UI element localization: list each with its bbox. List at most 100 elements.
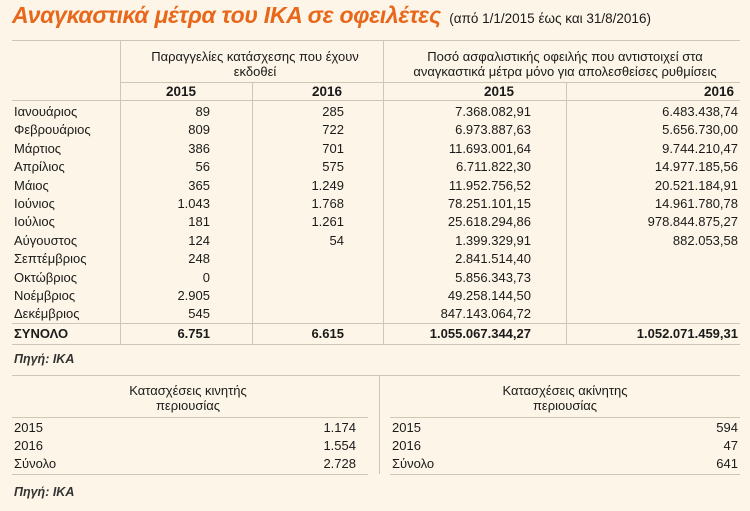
- table2-left-bottom-rule: [12, 474, 368, 475]
- cell-o2015: 0: [202, 269, 210, 285]
- table2-divider: [379, 375, 380, 474]
- table1-col-divider-3: [383, 40, 384, 344]
- table1-col-divider-1: [120, 40, 121, 344]
- cell-a2015: 6.711.822,30: [456, 159, 531, 175]
- cell-a2016: 14.977.185,56: [654, 159, 738, 175]
- cell-a2015: 1.055.067.344,27: [429, 326, 531, 341]
- row-value: 1.554: [323, 438, 356, 453]
- cell-a2015: 847.143.064,72: [440, 306, 531, 322]
- cell-a2016: 882.053,58: [672, 232, 738, 248]
- table2-source: Πηγή: ΙΚΑ: [14, 485, 75, 499]
- cell-o2015: 56: [195, 159, 210, 175]
- row-value: 594: [716, 420, 738, 435]
- table2-right-header-rule: [390, 417, 740, 418]
- cell-a2016: 978.844.875,27: [647, 214, 738, 230]
- row-label: 2016: [14, 438, 43, 453]
- table1-source: Πηγή: ΙΚΑ: [14, 352, 75, 366]
- title-main: Αναγκαστικά μέτρα του ΙΚΑ σε οφειλέτες: [12, 2, 441, 28]
- cell-a2016: 9.744.210,47: [662, 140, 738, 156]
- cell-o2016: [252, 269, 344, 286]
- row-label: Οκτώβριος: [14, 269, 77, 285]
- cell-a2016: 1.052.071.459,31: [636, 326, 738, 341]
- cell-o2016: 285: [322, 104, 344, 119]
- cell-o2016: 575: [322, 159, 344, 175]
- cell-o2016: 1.261: [311, 214, 344, 230]
- cell-a2016: 5.656.730,00: [662, 122, 738, 138]
- cell-o2016: [252, 287, 344, 304]
- row-label: 2016: [392, 438, 421, 453]
- row-label: 2015: [392, 420, 421, 435]
- cell-o2015: 89: [195, 104, 210, 119]
- row-label: ΣΥΝΟΛΟ: [14, 326, 69, 341]
- table1-bottom-rule: [12, 344, 740, 345]
- year-amount-2015: 2015: [484, 84, 515, 99]
- row-label: Απρίλιος: [14, 159, 65, 175]
- cell-o2016: 6.615: [311, 326, 344, 341]
- table1-col-divider-2: [252, 82, 253, 344]
- cell-o2015: 809: [188, 122, 210, 138]
- cell-a2016: [566, 250, 738, 267]
- cell-o2015: 545: [188, 306, 210, 322]
- cell-o2016: [252, 250, 344, 267]
- row-label: Σύνολο: [14, 456, 57, 471]
- cell-a2016: [566, 287, 738, 304]
- table1-top-rule: [12, 40, 740, 41]
- row-label: Ιούνιος: [14, 196, 55, 211]
- header-movable-seizures: Κατασχέσεις κινητής περιουσίας: [129, 383, 247, 413]
- cell-a2016: 20.521.184,91: [654, 177, 738, 193]
- cell-o2015: 1.043: [177, 196, 210, 211]
- cell-a2015: 11.952.756,52: [448, 177, 531, 193]
- cell-o2015: 181: [188, 214, 210, 230]
- header-immovable-seizures: Κατασχέσεις ακίνητης περιουσίας: [502, 383, 628, 413]
- row-label: Σύνολο: [392, 456, 435, 471]
- row-label: Δεκέμβριος: [14, 306, 80, 322]
- row-value: 641: [716, 456, 738, 471]
- cell-o2015: 248: [188, 251, 210, 267]
- cell-o2015: 386: [188, 140, 210, 156]
- row-value: 1.174: [323, 420, 356, 435]
- cell-o2016: [252, 305, 344, 322]
- row-label: Ιούλιος: [14, 214, 55, 230]
- row-label: Μάιος: [14, 177, 49, 193]
- cell-o2016: 1.768: [311, 196, 344, 211]
- cell-a2016: 14.961.780,78: [654, 196, 738, 211]
- cell-a2015: 2.841.514,40: [455, 251, 531, 267]
- cell-a2015: 1.399.329,91: [455, 232, 531, 248]
- row-label: 2015: [14, 420, 43, 435]
- cell-a2016: [566, 305, 738, 322]
- row-label: Μάρτιος: [14, 140, 62, 156]
- row-value: 47: [723, 438, 738, 453]
- row-label: Νοέμβριος: [14, 288, 76, 303]
- cell-o2016: 1.249: [311, 177, 344, 193]
- table1-header-rule: [120, 82, 740, 83]
- cell-o2015: 6.751: [177, 326, 210, 341]
- cell-a2015: 6.973.887,63: [455, 122, 531, 138]
- year-orders-2015: 2015: [166, 84, 197, 99]
- table2-left-header-rule: [12, 417, 368, 418]
- row-label: Ιανουάριος: [14, 104, 78, 119]
- header-orders: Παραγγελίες κατάσχεσης που έχουν εκδοθεί: [151, 49, 359, 79]
- cell-a2015: 49.258.144,50: [447, 288, 531, 303]
- cell-o2016: 54: [329, 232, 344, 248]
- year-orders-2016: 2016: [312, 84, 343, 99]
- cell-o2015: 124: [188, 232, 210, 248]
- cell-o2015: 2.905: [177, 288, 210, 303]
- row-label: Αύγουστος: [14, 232, 78, 248]
- row-value: 2.728: [323, 456, 356, 471]
- page-title: Αναγκαστικά μέτρα του ΙΚΑ σε οφειλέτες (…: [12, 2, 742, 32]
- title-subtitle: (από 1/1/2015 έως και 31/8/2016): [449, 11, 651, 26]
- year-amount-2016: 2016: [704, 84, 735, 99]
- table2-top-rule: [12, 375, 740, 376]
- table2-right-bottom-rule: [390, 474, 740, 475]
- cell-o2016: 701: [322, 140, 344, 156]
- table1-years-rule: [12, 100, 740, 101]
- header-amount: Ποσό ασφαλιστικής οφειλής που αντιστοιχε…: [413, 49, 717, 79]
- cell-a2015: 78.251.101,15: [447, 196, 531, 211]
- cell-a2015: 25.618.294,86: [447, 214, 531, 230]
- cell-a2016: [566, 269, 738, 286]
- cell-o2016: 722: [322, 122, 344, 138]
- table1-col-divider-4: [566, 82, 567, 344]
- cell-o2015: 365: [188, 177, 210, 193]
- row-label: Σεπτέμβριος: [14, 251, 87, 267]
- cell-a2016: 6.483.438,74: [662, 104, 738, 119]
